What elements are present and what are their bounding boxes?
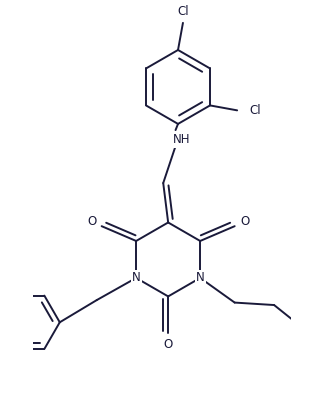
Text: NH: NH	[173, 133, 191, 146]
Text: Cl: Cl	[249, 104, 261, 117]
Text: O: O	[164, 338, 173, 351]
Text: N: N	[196, 271, 204, 284]
Text: O: O	[240, 215, 249, 228]
Text: O: O	[87, 215, 97, 228]
Text: Cl: Cl	[177, 5, 189, 18]
Text: N: N	[132, 271, 141, 284]
